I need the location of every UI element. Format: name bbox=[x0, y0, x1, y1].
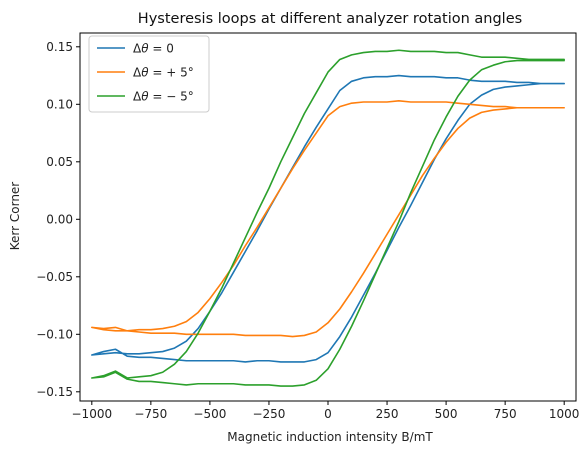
legend-label: Δθ = 0 bbox=[133, 42, 174, 56]
series-layer bbox=[91, 49, 565, 387]
y-tick-label: −0.15 bbox=[36, 385, 73, 399]
x-tick-label: −250 bbox=[252, 407, 285, 421]
series-line-1 bbox=[91, 74, 565, 363]
series-line-3 bbox=[91, 49, 565, 387]
x-tick-label: 750 bbox=[494, 407, 517, 421]
x-tick-label: 0 bbox=[324, 407, 332, 421]
legend-label: Δθ = + 5° bbox=[133, 66, 194, 80]
y-tick-label: 0.15 bbox=[46, 40, 73, 54]
legend-label: Δθ = − 5° bbox=[133, 90, 194, 104]
y-tick-label: −0.05 bbox=[36, 270, 73, 284]
x-tick-label: −1000 bbox=[72, 407, 113, 421]
legend-box bbox=[88, 35, 210, 113]
plot-area bbox=[79, 32, 577, 402]
x-tick-label: −500 bbox=[193, 407, 226, 421]
x-tick-label: −750 bbox=[134, 407, 167, 421]
y-axis-ticks: −0.15 −0.10 −0.05 0.00 0.05 0.10 0.15 bbox=[36, 40, 80, 399]
y-tick-label: 0.05 bbox=[46, 155, 73, 169]
chart-title: Hysteresis loops at different analyzer r… bbox=[138, 11, 522, 27]
x-axis-ticks: −1000 −750 −500 −250 0 250 500 750 1000 bbox=[72, 401, 580, 421]
x-tick-label: 1000 bbox=[549, 407, 580, 421]
legend: Δθ = 0 Δθ = + 5° Δθ = − 5° bbox=[88, 35, 210, 113]
y-tick-label: −0.10 bbox=[36, 327, 73, 341]
x-tick-label: 500 bbox=[435, 407, 458, 421]
y-axis-label: Kerr Corner bbox=[8, 182, 22, 251]
x-tick-label: 250 bbox=[376, 407, 399, 421]
y-tick-label: 0.00 bbox=[46, 212, 73, 226]
x-axis-label: Magnetic induction intensity B/mT bbox=[227, 430, 433, 444]
y-tick-label: 0.10 bbox=[46, 97, 73, 111]
